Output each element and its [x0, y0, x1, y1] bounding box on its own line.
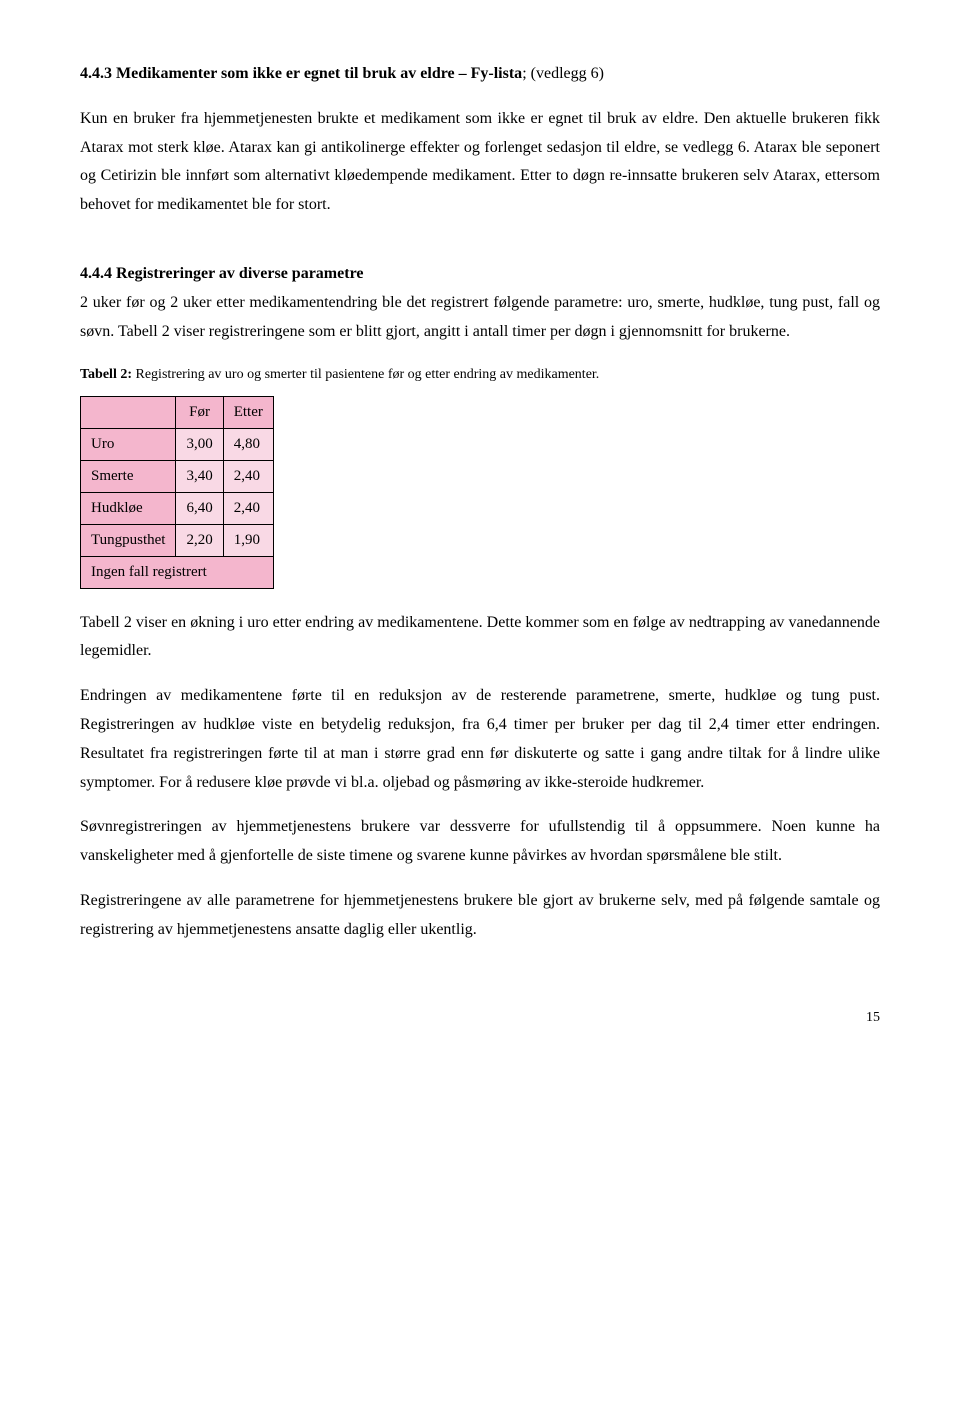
section-443-para1: Kun en bruker fra hjemmetjenesten brukte… — [80, 105, 880, 220]
table2-row-before: 3,00 — [176, 428, 223, 460]
section-443-heading: 4.4.3 Medikamenter som ikke er egnet til… — [80, 65, 522, 82]
section-443: 4.4.3 Medikamenter som ikke er egnet til… — [80, 60, 880, 89]
table2-row-before: 2,20 — [176, 524, 223, 556]
table2-header-after: Etter — [223, 396, 273, 428]
section-444-para4: Søvnregistreringen av hjemmetjenestens b… — [80, 813, 880, 871]
section-444-para5: Registreringene av alle parametrene for … — [80, 887, 880, 945]
section-444: 4.4.4 Registreringer av diverse parametr… — [80, 260, 880, 289]
section-444-heading: 4.4.4 Registreringer av diverse parametr… — [80, 265, 363, 282]
table2-row-after: 2,40 — [223, 460, 273, 492]
table2-row-before: 6,40 — [176, 492, 223, 524]
table2-header-before: Før — [176, 396, 223, 428]
section-444-para2: Tabell 2 viser en økning i uro etter end… — [80, 609, 880, 667]
table2-row-after: 4,80 — [223, 428, 273, 460]
section-444-para1: 2 uker før og 2 uker etter medikamentend… — [80, 289, 880, 347]
table2: Før Etter Uro 3,00 4,80 Smerte 3,40 2,40… — [80, 396, 274, 589]
table2-caption-rest: Registrering av uro og smerter til pasie… — [132, 367, 599, 382]
page-number: 15 — [80, 1005, 880, 1030]
table2-row-after: 2,40 — [223, 492, 273, 524]
table2-caption: Tabell 2: Registrering av uro og smerter… — [80, 362, 880, 387]
section-444-para3: Endringen av medikamentene førte til en … — [80, 682, 880, 797]
section-443-heading-tail: ; (vedlegg 6) — [522, 65, 604, 82]
table2-row-label: Hudkløe — [81, 492, 176, 524]
table2-caption-bold: Tabell 2: — [80, 367, 132, 382]
table2-row-before: 3,40 — [176, 460, 223, 492]
table2-row-label: Smerte — [81, 460, 176, 492]
table2-row-after: 1,90 — [223, 524, 273, 556]
table2-footer: Ingen fall registrert — [81, 556, 274, 588]
table2-row-label: Tungpusthet — [81, 524, 176, 556]
table2-row-label: Uro — [81, 428, 176, 460]
table2-header-empty — [81, 396, 176, 428]
